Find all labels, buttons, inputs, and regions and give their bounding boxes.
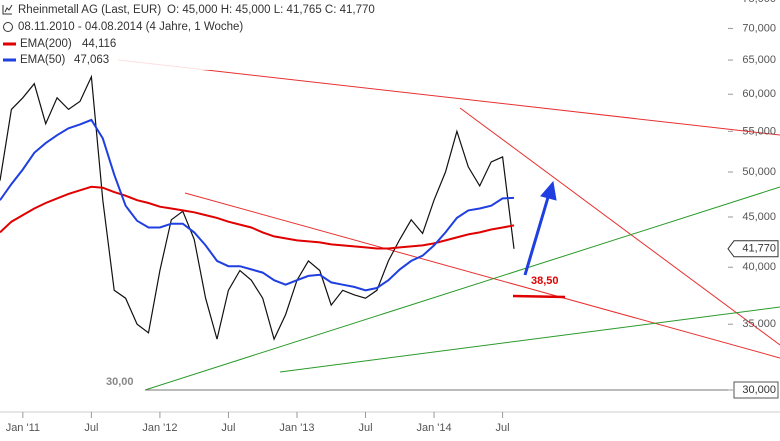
subtitle: 08.11.2010 - 04.08.2014 (4 Jahre, 1 Woch… — [18, 21, 243, 33]
tick-box — [733, 381, 779, 399]
y-tick-label: 45,000 — [742, 211, 776, 223]
x-tick-label: Jul — [221, 422, 235, 434]
price-tag — [727, 240, 779, 258]
x-tick-label: Jul — [358, 422, 372, 434]
chart-icon — [2, 4, 13, 15]
y-tick-label: 40,000 — [742, 261, 776, 273]
ema-line — [0, 185, 515, 250]
x-tick-label: Jan '12 — [142, 422, 177, 434]
ema-line — [0, 118, 515, 292]
target-label: 38,50 — [531, 275, 559, 287]
trend-lines — [117, 59, 780, 391]
header-bg — [0, 0, 330, 70]
clock-icon — [3, 22, 13, 32]
chart-title: Rheinmetall AG (Last, EUR) — [18, 4, 161, 16]
y-tick-label: 75,000 — [742, 0, 776, 5]
x-tick-label: Jan '13 — [279, 422, 314, 434]
x-tick-label: Jul — [496, 422, 510, 434]
y-tick-label: 70,000 — [742, 22, 776, 34]
x-tick-label: Jan '14 — [416, 422, 451, 434]
x-tick-label: Jul — [84, 422, 98, 434]
legend-label: EMA(200) — [20, 38, 72, 50]
y-tick-label: 65,000 — [742, 54, 776, 66]
legend-value: 44,116 — [82, 38, 116, 50]
y-tick-label: 50,000 — [742, 166, 776, 178]
low-label: 30,00 — [106, 376, 134, 388]
y-tick-label: 30,000 — [742, 384, 776, 396]
price-tag-label: 41,770 — [742, 243, 776, 255]
y-tick-label: 35,000 — [742, 318, 776, 330]
legend-value: 47,063 — [74, 54, 109, 66]
y-tick-label: 55,000 — [742, 125, 776, 137]
ohlc: O: 45,000 H: 45,000 L: 41,765 C: 41,770 — [167, 4, 375, 16]
price-line — [0, 74, 515, 341]
legend-label: EMA(50) — [20, 54, 66, 66]
header: Rheinmetall AG (Last, EUR) O: 45,000 H: … — [2, 4, 375, 33]
x-tick-label: Jan '11 — [6, 422, 40, 434]
y-tick-label: 60,000 — [742, 88, 776, 100]
